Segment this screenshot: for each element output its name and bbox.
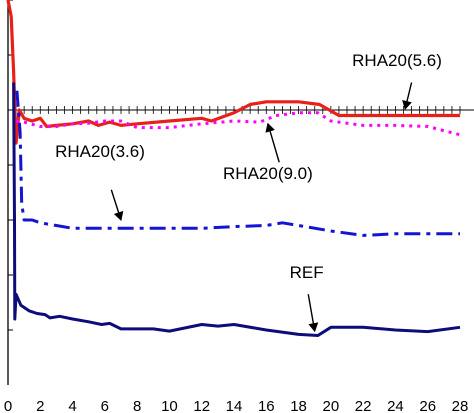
x-tick-label: 4 bbox=[68, 398, 76, 413]
series-line-rha36 bbox=[15, 90, 460, 237]
x-tick-label: 10 bbox=[161, 398, 178, 413]
x-tick-label: 18 bbox=[290, 398, 307, 413]
x-tick-label: 26 bbox=[419, 398, 436, 413]
annotation-label-rha36: RHA20(3.6) bbox=[55, 142, 145, 161]
x-tick-label: 24 bbox=[387, 398, 404, 413]
annotation-label-ref: REF bbox=[290, 263, 324, 282]
x-tick-label: 14 bbox=[226, 398, 243, 413]
annotation-label-rha90: RHA20(9.0) bbox=[223, 164, 313, 183]
annotation-label-rha56: RHA20(5.6) bbox=[352, 51, 442, 70]
series-group bbox=[6, 0, 461, 337]
x-tick-label: 28 bbox=[452, 398, 469, 413]
annotation-arrow-rha56 bbox=[402, 82, 413, 110]
annotation-arrow-rha90 bbox=[265, 122, 280, 163]
annotations: RHA20(5.6) RHA20(9.0) RHA20(3.6) REF bbox=[55, 51, 442, 333]
series-line-rha56 bbox=[6, 0, 460, 145]
axes: 0 2 4 6 8 10 12 14 16 18 20 22 24 26 28 bbox=[4, 0, 474, 413]
x-tick-label: 0 bbox=[4, 398, 12, 413]
x-tick-label: 2 bbox=[36, 398, 44, 413]
x-tick-label: 8 bbox=[133, 398, 141, 413]
x-tick-label: 6 bbox=[101, 398, 109, 413]
annotation-arrow-ref bbox=[307, 294, 319, 333]
x-tick-label: 22 bbox=[355, 398, 372, 413]
series-line-ref bbox=[12, 82, 461, 337]
annotation-arrow-rha36 bbox=[110, 189, 124, 221]
x-tick-label: 20 bbox=[323, 398, 340, 413]
x-tick-label: 16 bbox=[258, 398, 275, 413]
x-tick-label: 12 bbox=[193, 398, 210, 413]
